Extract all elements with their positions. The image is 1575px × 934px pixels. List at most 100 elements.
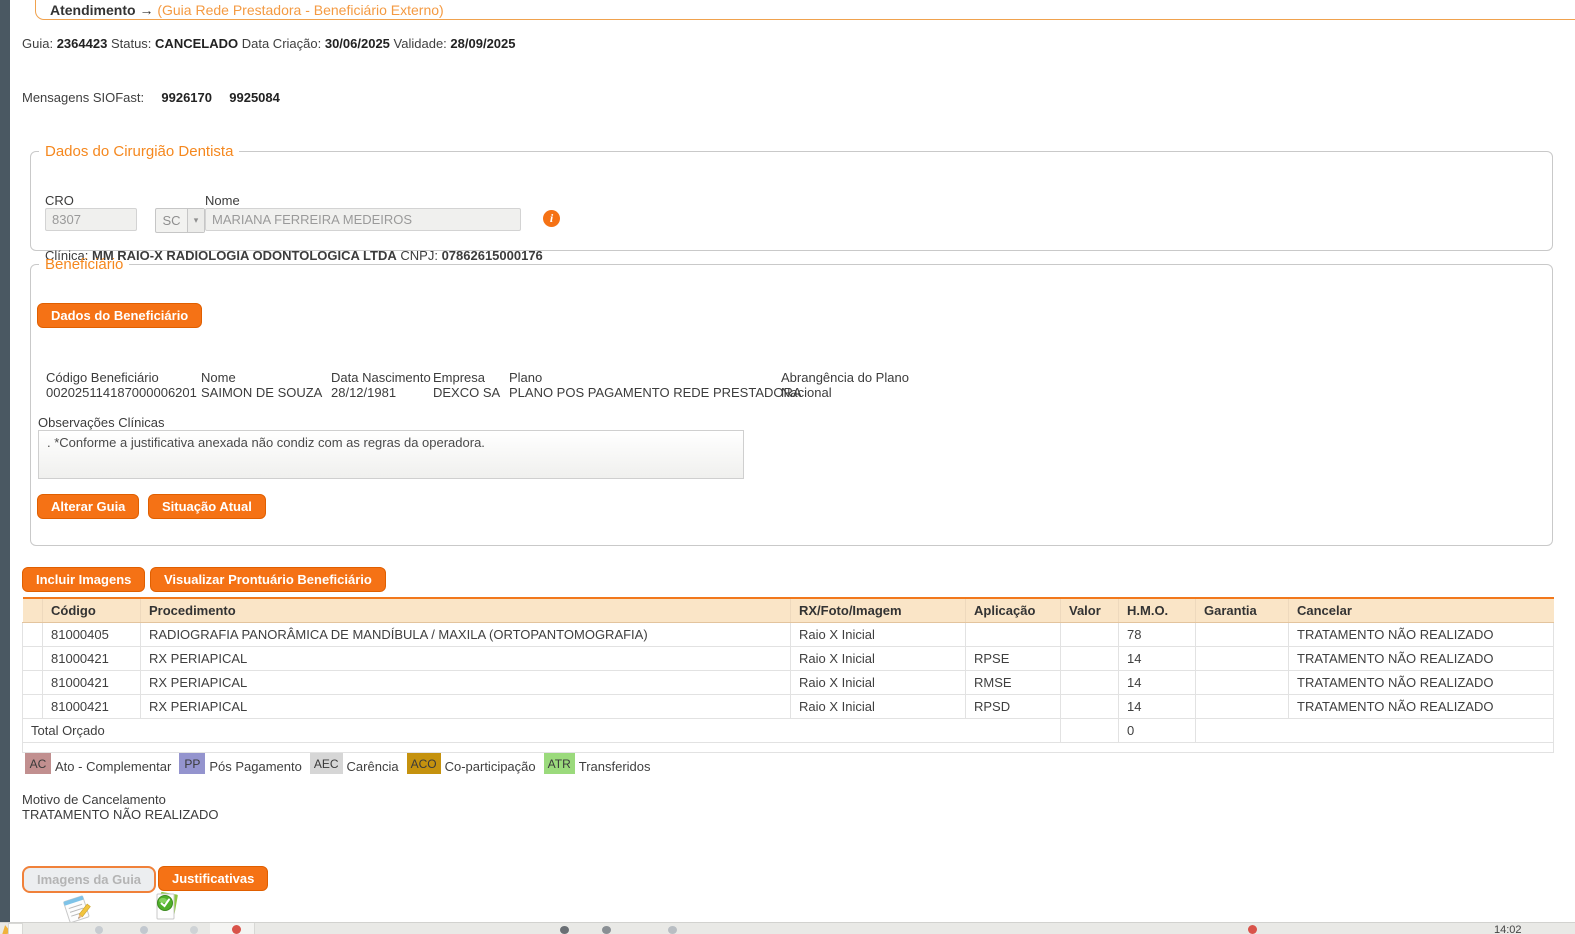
cell-rx: Raio X Inicial [790,694,966,719]
mensagens-label: Mensagens SIOFast: [22,90,145,105]
visualizar-prontuario-button[interactable]: Visualizar Prontuário Beneficiário [150,567,386,592]
mensagem-2[interactable]: 9925084 [229,90,280,105]
cell-valor [1060,670,1119,695]
notepad-pencil-icon[interactable] [60,893,94,923]
imagens-da-guia-button: Imagens da Guia [22,866,157,893]
info-icon[interactable]: i [543,210,560,227]
col-blank [22,597,43,623]
situacao-atual-button[interactable]: Situação Atual [148,494,266,519]
guia-number: 2364423 [56,36,108,51]
guia-label: Guia: [22,36,54,51]
left-scroll-bar[interactable] [0,0,10,922]
table-row[interactable]: 81000405 RADIOGRAFIA PANORÂMICA DE MANDÍ… [22,622,1554,647]
alterar-guia-button[interactable]: Alterar Guia [37,494,140,519]
cell-valor [1060,694,1119,719]
cell-aplicacao: RPSE [965,646,1061,671]
beneficiario-panel: Beneficiário Dados do Beneficiário Códig… [30,256,1553,546]
observacoes-textarea[interactable]: . *Conforme a justificativa anexada não … [38,430,744,479]
justificativas-button[interactable]: Justificativas [158,866,269,891]
cell-procedimento: RX PERIAPICAL [140,694,791,719]
table-row[interactable]: 81000421 RX PERIAPICAL Raio X Inicial RM… [22,670,1554,695]
badge-legend: AC Ato - Complementar PP Pós Pagamento A… [25,753,659,774]
cell-garantia [1195,670,1289,695]
total-row: Total Orçado 0 [22,718,1554,743]
dados-beneficiario-button[interactable]: Dados do Beneficiário [37,303,203,328]
taskbar[interactable]: 14:02 [0,922,1575,934]
cell-cancelar: TRATAMENTO NÃO REALIZADO [1288,670,1554,695]
document-check-icon[interactable] [148,890,184,922]
uf-select[interactable]: SC ▾ [155,208,205,233]
table-header-row: Código Procedimento RX/Foto/Imagem Aplic… [22,597,1554,623]
cell-cancelar: TRATAMENTO NÃO REALIZADO [1288,622,1554,647]
badge-atr-label: Transferidos [578,759,651,774]
taskbar-start-icon[interactable] [8,923,23,934]
procedimentos-table: Código Procedimento RX/Foto/Imagem Aplic… [22,597,1554,753]
status-value: CANCELADO [155,36,239,51]
empresa-label: Empresa [433,370,486,385]
taskbar-app-icon[interactable] [95,926,103,934]
plano-value: PLANO POS PAGAMENTO REDE PRESTADORA [509,385,802,400]
breadcrumb-page: (Guia Rede Prestadora - Beneficiário Ext… [157,2,444,18]
badge-pp-label: Pós Pagamento [209,759,302,774]
nascimento-field: Data Nascimento 28/12/1981 [331,370,431,400]
badge-aec-label: Carência [346,759,399,774]
col-rx-foto-imagem: RX/Foto/Imagem [790,597,966,623]
cell-codigo: 81000421 [42,646,141,671]
badge-aco: ACO [406,753,441,774]
cell-aplicacao [965,622,1061,647]
chevron-down-icon[interactable]: ▾ [187,209,204,232]
taskbar-app-icon[interactable] [602,926,611,934]
col-hmo: H.M.O. [1118,597,1196,623]
total-hmo: 0 [1118,718,1196,743]
col-garantia: Garantia [1195,597,1289,623]
criacao-label: Data Criação: [241,36,322,51]
empresa-field: Empresa DEXCO SA [433,370,500,400]
cell-cancelar: TRATAMENTO NÃO REALIZADO [1288,694,1554,719]
nascimento-value: 28/12/1981 [331,385,397,400]
taskbar-app-icon[interactable] [140,926,148,934]
mensagem-1[interactable]: 9926170 [161,90,212,105]
table-row[interactable]: 81000421 RX PERIAPICAL Raio X Inicial RP… [22,646,1554,671]
breadcrumb-arrow-icon: → [139,2,154,18]
cell-garantia [1195,646,1289,671]
codigo-beneficiario-label: Código Beneficiário [46,370,159,385]
cell-codigo: 81000421 [42,694,141,719]
badge-aec: AEC [309,753,343,774]
table-footer-spacer [22,742,1554,753]
cro-label: CRO [45,193,74,208]
plano-label: Plano [509,370,543,385]
taskbar-app-icon[interactable] [560,926,569,934]
nome-dentista-field [205,208,521,231]
cell-cancelar: TRATAMENTO NÃO REALIZADO [1288,646,1554,671]
taskbar-app-icon[interactable] [190,926,198,934]
abrangencia-value: Nacional [781,385,832,400]
table-row[interactable]: 81000421 RX PERIAPICAL Raio X Inicial RP… [22,694,1554,719]
cell-hmo: 78 [1118,622,1196,647]
notification-dot-icon [1248,925,1257,934]
col-aplicacao: Aplicação [965,597,1061,623]
breadcrumb-section: Atendimento [50,2,136,18]
badge-atr: ATR [543,753,575,774]
cell-blank [22,646,43,671]
nome-dentista-label: Nome [205,193,240,208]
badge-ac: AC [25,753,51,774]
cell-valor [1060,646,1119,671]
taskbar-clock: 14:02 [1494,924,1522,934]
motivo-value: TRATAMENTO NÃO REALIZADO [22,807,219,822]
cell-garantia [1195,694,1289,719]
cell-aplicacao: RMSE [965,670,1061,695]
badge-pp: PP [179,753,206,774]
cell-hmo: 14 [1118,694,1196,719]
beneficiario-panel-title: Beneficiário [45,256,124,273]
incluir-imagens-button[interactable]: Incluir Imagens [22,567,146,592]
codigo-beneficiario-value: 002025114187000006201 [46,385,197,400]
observacoes-label: Observações Clínicas [38,415,165,430]
criacao-value: 30/06/2025 [324,36,390,51]
nome-beneficiario-field: Nome SAIMON DE SOUZA [201,370,322,400]
col-procedimento: Procedimento [140,597,791,623]
taskbar-app-icon[interactable] [668,926,677,934]
validade-value: 28/09/2025 [450,36,516,51]
badge-ac-label: Ato - Complementar [55,759,172,774]
badge-aco-label: Co-participação [444,759,536,774]
